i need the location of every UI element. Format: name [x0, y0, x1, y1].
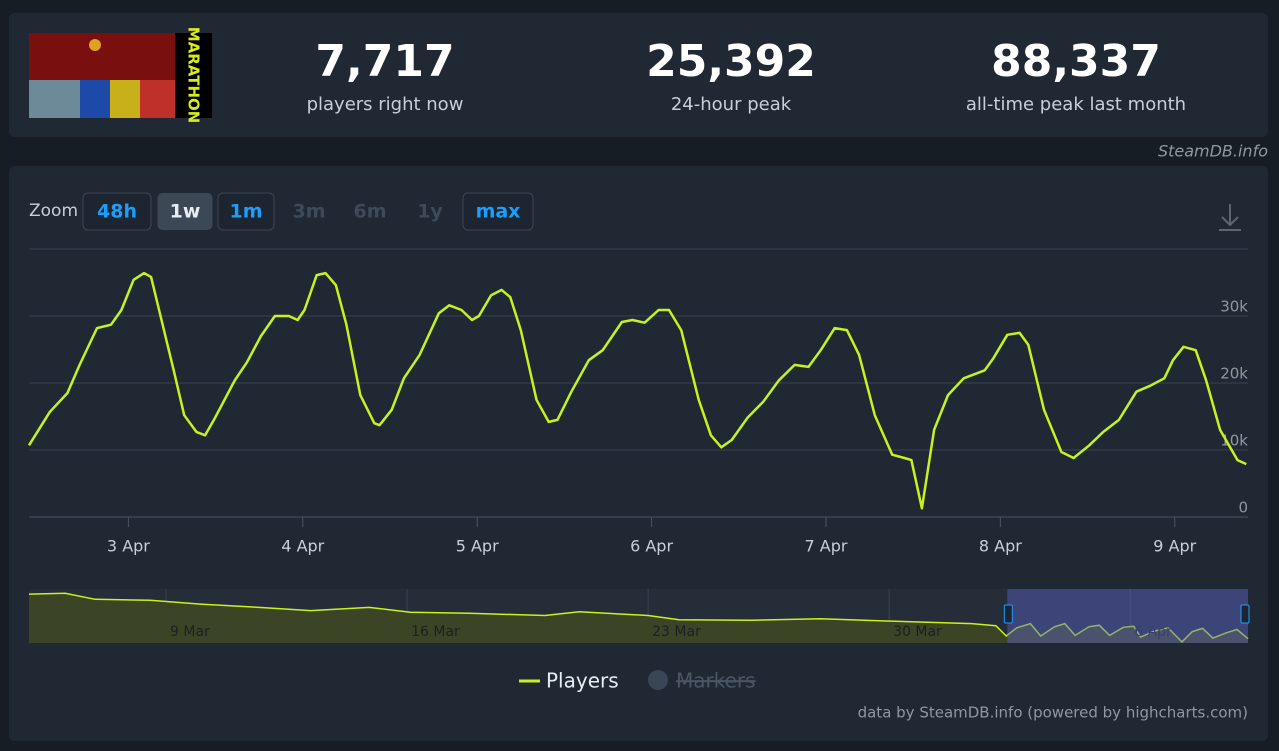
logo-text: MARATHON	[185, 27, 203, 124]
download-icon	[1219, 204, 1241, 231]
y-tick-label: 30k	[1220, 298, 1248, 316]
navigator-line	[28, 592, 1249, 643]
x-tick-label: 8 Apr	[979, 537, 1022, 556]
navigator-selection[interactable]	[1007, 589, 1248, 643]
x-tick-label: 7 Apr	[804, 537, 847, 556]
stat-value: 7,717	[315, 36, 454, 87]
navigator-tick-label: 16 Mar	[411, 624, 460, 640]
credit[interactable]: data by SteamDB.info (powered by highcha…	[858, 704, 1248, 722]
navigator-handle[interactable]	[1240, 604, 1250, 624]
image-tile	[29, 80, 80, 118]
image-tile	[80, 80, 110, 118]
game-image: MARATHON	[29, 27, 212, 124]
x-tick-label: 4 Apr	[281, 537, 324, 556]
legend-swatch[interactable]	[648, 670, 668, 690]
zoom-button-label[interactable]: 1w	[170, 201, 201, 223]
navigator-tick-label: 30 Mar	[893, 624, 942, 640]
y-tick-label: 0	[1238, 499, 1248, 517]
zoom-button[interactable]	[82, 192, 152, 231]
image-top	[29, 33, 175, 80]
x-tick-label: 3 Apr	[107, 537, 150, 556]
zoom-button[interactable]	[157, 193, 213, 230]
x-tick-label: 5 Apr	[456, 537, 499, 556]
y-tick-label: 10k	[1220, 432, 1248, 450]
legend-label[interactable]: Markers	[676, 669, 756, 693]
data-line	[27, 271, 1247, 510]
stat-value: 88,337	[991, 36, 1161, 87]
stat-value: 25,392	[646, 36, 816, 87]
x-tick-label: 6 Apr	[630, 537, 673, 556]
stats-panel	[9, 13, 1268, 137]
navigator-handle[interactable]	[1003, 604, 1013, 624]
zoom-button[interactable]	[462, 192, 534, 231]
stat-label: 24-hour peak	[671, 94, 792, 115]
y-tick-label: 20k	[1220, 365, 1248, 383]
zoom-button-label: 6m	[353, 201, 386, 223]
legend-label[interactable]: Players	[546, 669, 619, 693]
zoom-button-label: 1y	[417, 201, 443, 223]
navigator-area	[29, 593, 1248, 643]
image-tile	[140, 80, 175, 118]
zoom-button-label: 3m	[292, 201, 325, 223]
source-link[interactable]: SteamDB.info	[1158, 142, 1268, 161]
zoom-button-label[interactable]: max	[476, 201, 521, 223]
image-light	[89, 39, 101, 51]
x-tick-label: 9 Apr	[1153, 537, 1196, 556]
download-button[interactable]	[1219, 204, 1241, 231]
stat-label: players right now	[307, 94, 464, 115]
zoom-button-label[interactable]: 1m	[229, 201, 262, 223]
navigator-tick-label: 23 Mar	[652, 624, 701, 640]
zoom-button-label[interactable]: 48h	[97, 201, 137, 223]
zoom-label: Zoom	[29, 201, 78, 221]
stat-label: all-time peak last month	[966, 94, 1186, 115]
navigator-tick-label: 6 Apr	[1134, 624, 1172, 640]
zoom-button[interactable]	[217, 192, 275, 231]
navigator-tick-label: 9 Mar	[170, 624, 210, 640]
